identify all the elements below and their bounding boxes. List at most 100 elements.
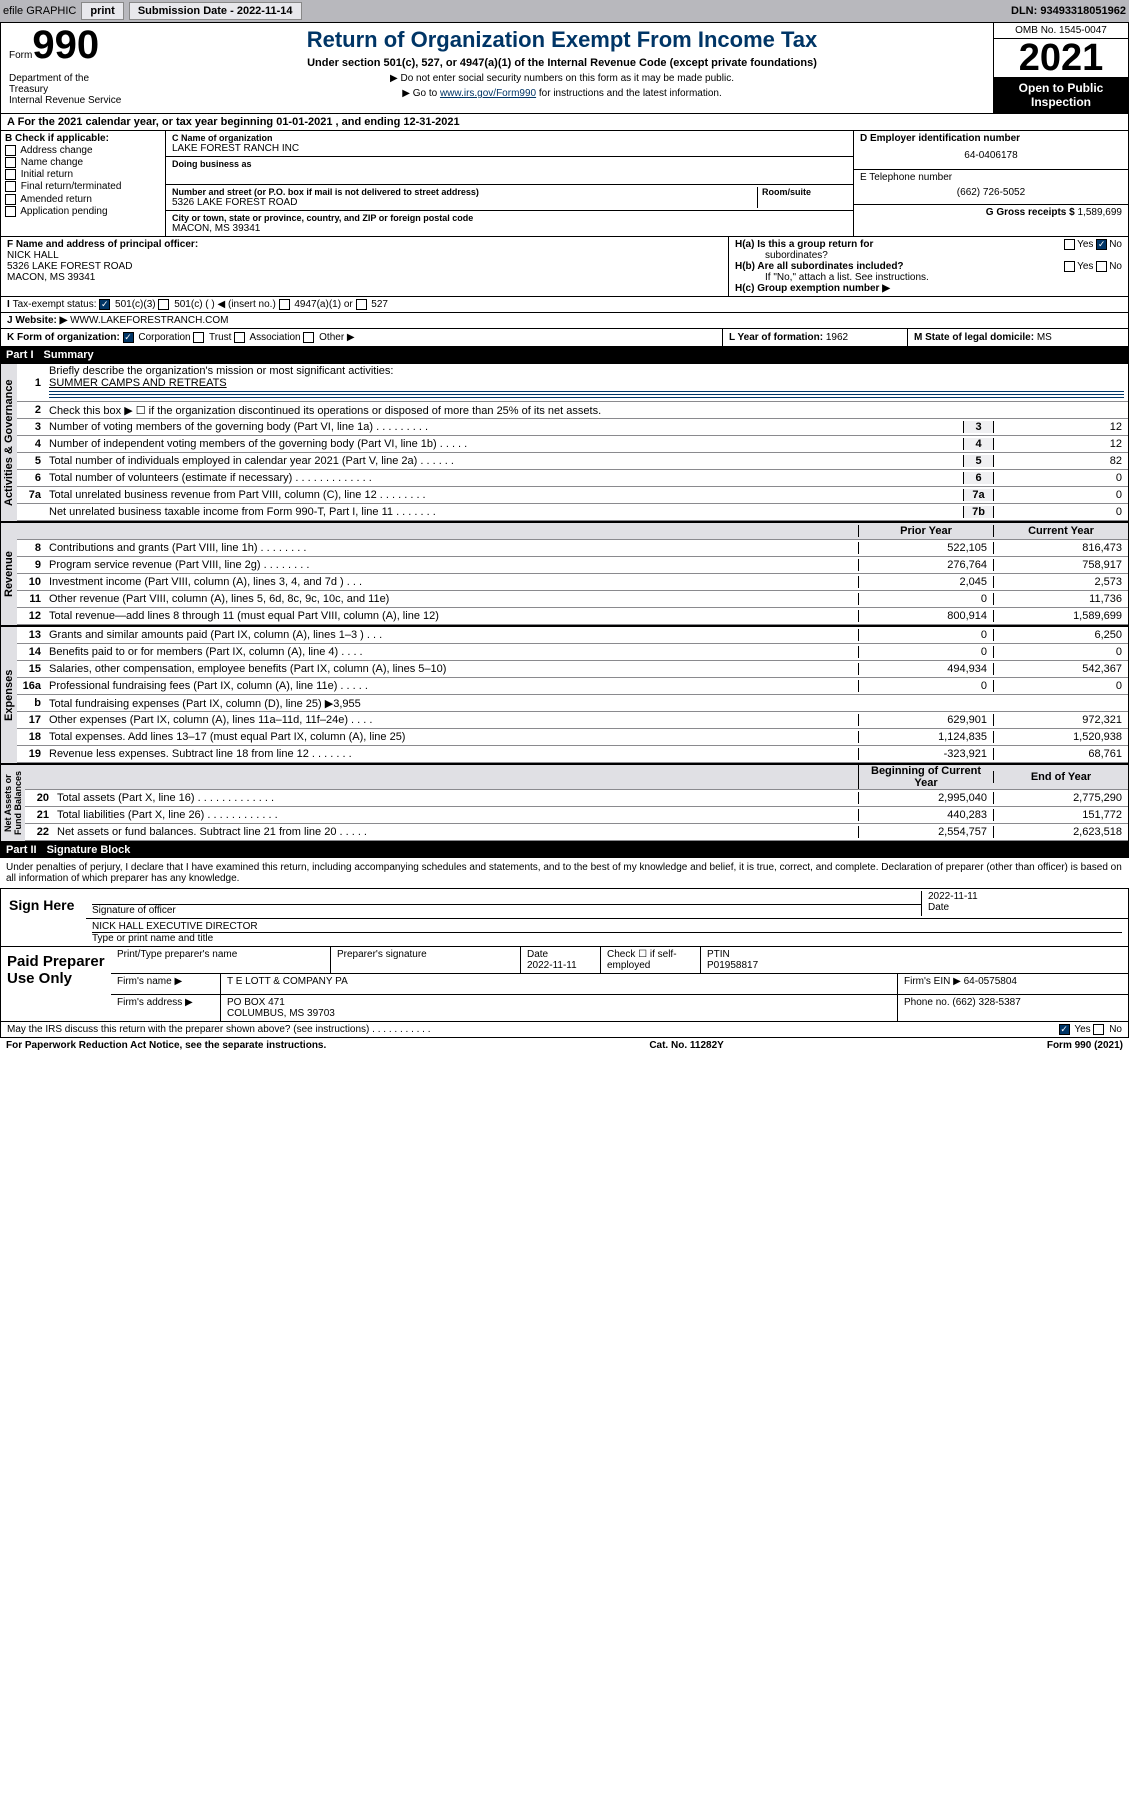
- officer-name: NICK HALL: [7, 250, 722, 261]
- form-ref: Form 990 (2021): [1047, 1040, 1123, 1051]
- trust-checkbox[interactable]: [193, 332, 204, 343]
- ha-no-checkbox[interactable]: ✓: [1096, 239, 1107, 250]
- ein-value: 64-0406178: [860, 144, 1122, 167]
- submission-date-button[interactable]: Submission Date - 2022-11-14: [129, 2, 302, 20]
- corp-checkbox[interactable]: ✓: [123, 332, 134, 343]
- check-applicable-label: B Check if applicable:: [5, 133, 109, 144]
- 527-checkbox[interactable]: [356, 299, 367, 310]
- tax-year-bar: A For the 2021 calendar year, or tax yea…: [0, 114, 1129, 131]
- top-toolbar: efile GRAPHIC print Submission Date - 20…: [0, 0, 1129, 22]
- form-number: 990: [32, 23, 99, 67]
- paid-preparer-label: Paid Preparer Use Only: [1, 947, 111, 1021]
- irs-link[interactable]: www.irs.gov/Form990: [440, 88, 536, 99]
- 4947-checkbox[interactable]: [279, 299, 290, 310]
- ein-label: D Employer identification number: [860, 133, 1020, 144]
- firm-addr2-value: COLUMBUS, MS 39703: [227, 1008, 335, 1019]
- goto-pre: ▶ Go to: [402, 88, 440, 99]
- state-domicile-value: MS: [1037, 332, 1052, 343]
- officer-addr2: MACON, MS 39341: [7, 272, 722, 283]
- sig-date-value: 2022-11-11: [928, 891, 1122, 902]
- street-addr: 5326 LAKE FOREST ROAD: [172, 197, 757, 208]
- expenses-tab: Expenses: [1, 627, 17, 763]
- website-value: WWW.LAKEFORESTRANCH.COM: [70, 315, 228, 326]
- begin-year-header: Beginning of Current Year: [858, 765, 993, 789]
- prep-sig-label: Preparer's signature: [337, 949, 427, 960]
- ptin-value: P01958817: [707, 960, 758, 971]
- sig-date-label: Date: [928, 902, 949, 913]
- mission-label: Briefly describe the organization's miss…: [49, 365, 393, 377]
- dba-label: Doing business as: [172, 159, 847, 169]
- name-change-checkbox[interactable]: Name change: [5, 157, 161, 168]
- phone-label: E Telephone number: [860, 172, 952, 183]
- hb-note: If "No," attach a list. See instructions…: [735, 272, 1122, 283]
- city-label: City or town, state or province, country…: [172, 213, 847, 223]
- part2-title: Signature Block: [47, 844, 131, 856]
- part1-header: Part I Summary: [0, 347, 1129, 363]
- addr-label: Number and street (or P.O. box if mail i…: [172, 187, 757, 197]
- year-formation-value: 1962: [826, 332, 848, 343]
- form-word: Form: [9, 50, 32, 61]
- ha-label: H(a) Is this a group return for: [735, 239, 873, 250]
- section-f-h: F Name and address of principal officer:…: [0, 237, 1129, 297]
- print-button[interactable]: print: [81, 2, 123, 20]
- may-discuss-row: May the IRS discuss this return with the…: [0, 1022, 1129, 1038]
- discontinued-label: Check this box ▶ ☐ if the organization d…: [45, 403, 1128, 418]
- part2-header: Part II Signature Block: [0, 842, 1129, 858]
- ha2-label: subordinates?: [735, 250, 1122, 261]
- officer-label: F Name and address of principal officer:: [7, 239, 198, 250]
- may-no-checkbox[interactable]: [1093, 1024, 1104, 1035]
- mission-value: SUMMER CAMPS AND RETREATS: [49, 377, 227, 389]
- section-i-j: I Tax-exempt status: ✓ 501(c)(3) 501(c) …: [0, 297, 1129, 329]
- app-pending-checkbox[interactable]: Application pending: [5, 206, 161, 217]
- suite-label: Room/suite: [762, 187, 847, 197]
- 501c3-checkbox[interactable]: ✓: [99, 299, 110, 310]
- website-label: Website: ▶: [15, 315, 67, 326]
- name-title-label: Type or print name and title: [92, 933, 213, 944]
- paperwork-notice: For Paperwork Reduction Act Notice, see …: [6, 1040, 326, 1051]
- other-checkbox[interactable]: [303, 332, 314, 343]
- state-domicile-label: M State of legal domicile:: [914, 332, 1034, 343]
- activities-governance-section: Activities & Governance 1Briefly describ…: [0, 363, 1129, 522]
- initial-return-checkbox[interactable]: Initial return: [5, 169, 161, 180]
- hb-no-checkbox[interactable]: [1096, 261, 1107, 272]
- current-year-header: Current Year: [993, 525, 1128, 537]
- self-emp-label: Check ☐ if self-employed: [607, 949, 677, 971]
- firm-phone-value: (662) 328-5387: [952, 997, 1020, 1008]
- 501c-checkbox[interactable]: [158, 299, 169, 310]
- officer-addr1: 5326 LAKE FOREST ROAD: [7, 261, 722, 272]
- gross-label: G Gross receipts $: [986, 207, 1075, 218]
- prep-name-label: Print/Type preparer's name: [117, 949, 237, 960]
- amended-return-checkbox[interactable]: Amended return: [5, 194, 161, 205]
- dept-treasury: Department of the Treasury: [9, 73, 123, 95]
- part2-num: Part II: [6, 844, 37, 856]
- tax-exempt-label: Tax-exempt status:: [13, 299, 97, 310]
- final-return-checkbox[interactable]: Final return/terminated: [5, 181, 161, 192]
- year-formation-label: L Year of formation:: [729, 332, 823, 343]
- city-value: MACON, MS 39341: [172, 223, 847, 234]
- sign-here-block: Sign Here Signature of officer2022-11-11…: [0, 889, 1129, 947]
- may-yes-checkbox[interactable]: ✓: [1059, 1024, 1070, 1035]
- org-name: LAKE FOREST RANCH INC: [172, 143, 847, 154]
- section-b-c-d-e: B Check if applicable: Address change Na…: [0, 131, 1129, 237]
- ha-yes-checkbox[interactable]: [1064, 239, 1075, 250]
- may-discuss-label: May the IRS discuss this return with the…: [7, 1024, 1059, 1035]
- hb-yes-checkbox[interactable]: [1064, 261, 1075, 272]
- prep-date-value: 2022-11-11: [527, 960, 577, 971]
- part1-num: Part I: [6, 349, 34, 361]
- irs-label: Internal Revenue Service: [9, 95, 123, 106]
- assoc-checkbox[interactable]: [234, 332, 245, 343]
- addr-change-checkbox[interactable]: Address change: [5, 145, 161, 156]
- section-subtitle: Under section 501(c), 527, or 4947(a)(1)…: [135, 57, 989, 69]
- hb-label: H(b) Are all subordinates included?: [735, 261, 904, 272]
- firm-name-value: T E LOTT & COMPANY PA: [221, 974, 898, 994]
- hc-label: H(c) Group exemption number ▶: [735, 283, 890, 294]
- ptin-label: PTIN: [707, 949, 730, 960]
- expenses-section: Expenses 13Grants and similar amounts pa…: [0, 626, 1129, 764]
- revenue-tab: Revenue: [1, 523, 17, 625]
- net-assets-tab: Net Assets orFund Balances: [1, 765, 25, 841]
- form-org-label: K Form of organization:: [7, 332, 120, 343]
- footer: For Paperwork Reduction Act Notice, see …: [0, 1038, 1129, 1053]
- prior-year-header: Prior Year: [858, 525, 993, 537]
- firm-addr-value: PO BOX 471: [227, 997, 285, 1008]
- phone-value: (662) 726-5052: [860, 183, 1122, 202]
